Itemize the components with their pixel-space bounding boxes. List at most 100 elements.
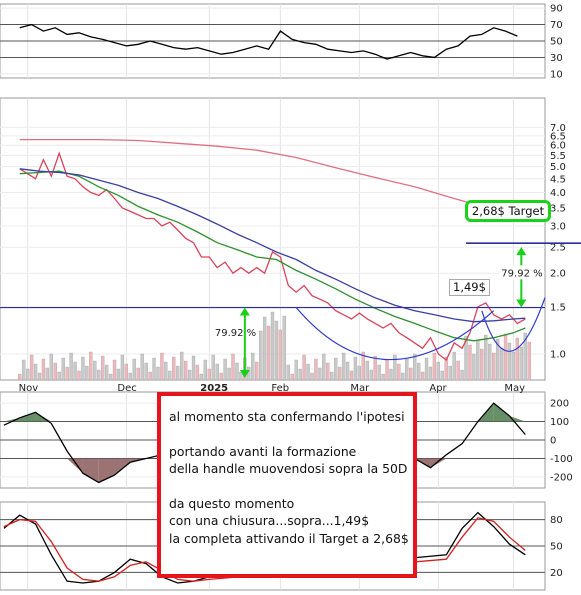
x-tick-label: Feb: [271, 383, 289, 394]
volume-bar: [231, 353, 235, 381]
y-tick-label: 3.0: [550, 222, 566, 233]
y-tick-label: 4.0: [550, 188, 566, 199]
y-tick-label: 1.5: [550, 302, 566, 313]
x-tick-label: Nov: [19, 383, 39, 394]
y-tick-label: -200: [550, 472, 573, 483]
volume-bar: [503, 333, 508, 381]
series-line-0-0: [19, 23, 518, 60]
volume-bar: [318, 367, 322, 381]
x-tick-label: Apr: [429, 383, 447, 394]
x-tick-label: May: [504, 383, 525, 394]
volume-bar: [22, 359, 26, 381]
volume-bar: [239, 371, 243, 381]
volume-bar: [448, 365, 452, 381]
volume-bar: [176, 365, 180, 381]
x-tick-label: Dec: [117, 383, 136, 394]
volume-bar: [81, 356, 85, 381]
volume-bar: [456, 360, 460, 381]
projection-arrow-head-down: [516, 299, 527, 308]
volume-bar: [416, 362, 421, 381]
volume-bar: [211, 354, 215, 381]
volume-bar: [480, 348, 484, 381]
volume-bar: [259, 330, 263, 381]
annotation-line-4: da questo momento: [169, 495, 295, 511]
y-tick-label: 80: [550, 515, 563, 526]
volume-bar: [219, 372, 223, 381]
volume-bar: [361, 351, 365, 381]
volume-bar: [195, 364, 200, 381]
volume-bar: [168, 370, 172, 381]
volume-bar: [492, 352, 496, 381]
percent-label-right: 79.92 %: [501, 268, 542, 279]
volume-bar: [432, 352, 437, 381]
volume-bar: [519, 346, 523, 381]
volume-bar: [381, 373, 385, 381]
series-line-3-0: [3, 511, 526, 584]
volume-bar: [527, 341, 531, 381]
volume-bar: [290, 373, 294, 381]
volume-bar: [369, 369, 373, 381]
volume-bar: [389, 368, 393, 381]
volume-bar: [199, 373, 204, 381]
volume-bars: [18, 311, 531, 381]
volume-bar: [235, 362, 239, 381]
y-tick-label: 7.0: [550, 123, 566, 134]
y-tick-label: 10: [550, 69, 563, 80]
volume-bar: [266, 325, 271, 381]
volume-bar: [282, 315, 286, 381]
volume-bar: [322, 353, 326, 381]
volume-bar: [156, 366, 160, 381]
measure-arrow-head-up: [239, 307, 250, 316]
volume-bar: [223, 358, 227, 381]
volume-bar: [203, 359, 208, 381]
volume-bar: [262, 316, 267, 381]
y-tick-label: 200: [550, 399, 569, 410]
series-line-1-2: [19, 168, 526, 323]
y-tick-label: -100: [550, 454, 573, 465]
volume-bar: [172, 356, 176, 381]
annotation-line-2: portando avanti la formazione: [169, 443, 357, 459]
annotation-line-1: al momento sta confermando l'ipotesi: [169, 409, 405, 424]
volume-bar: [468, 344, 472, 381]
volume-bar: [112, 359, 117, 381]
y-tick-label: 2.5: [550, 243, 566, 254]
volume-bar: [89, 351, 93, 381]
volume-bar: [73, 361, 77, 381]
volume-bar: [349, 370, 354, 381]
overbought-fill: [19, 412, 36, 422]
annotation-line-6: la completa attivando il Target a 2,68$: [169, 530, 409, 546]
volume-bar: [278, 329, 283, 381]
volume-bar: [511, 351, 516, 381]
volume-bar: [53, 362, 57, 381]
volume-bar: [116, 368, 121, 381]
volume-bar: [61, 357, 65, 381]
y-tick-label: 30: [550, 53, 563, 64]
volume-bar: [227, 367, 231, 381]
volume-bar: [294, 359, 298, 381]
volume-bar: [128, 372, 132, 381]
x-tick-label: Mar: [350, 383, 370, 394]
volume-bar: [140, 353, 144, 381]
volume-bar: [57, 371, 61, 381]
oversold-fill: [430, 458, 447, 468]
volume-bar: [183, 360, 188, 381]
annotation-line-5: con una chiusura...sopra...1,49$: [169, 513, 370, 528]
y-tick-label: 3.5: [550, 204, 566, 215]
volume-bar: [65, 366, 69, 381]
annotation-paragraph-2: portando avanti la formazione della hand…: [169, 443, 407, 478]
series-line-1-1: [19, 170, 526, 342]
volume-bar: [69, 352, 73, 381]
volume-bar: [33, 363, 38, 381]
volume-bar: [251, 352, 255, 381]
volume-bar: [472, 353, 476, 381]
volume-bar: [85, 365, 89, 381]
volume-bar: [420, 371, 425, 381]
x-tick-label: 2025: [200, 383, 228, 394]
volume-bar: [152, 357, 156, 381]
volume-bar: [334, 357, 338, 381]
volume-bar: [41, 358, 46, 381]
volume-bar: [428, 366, 433, 381]
volume-bar: [424, 357, 429, 381]
y-tick-label: 20: [550, 568, 563, 579]
volume-bar: [180, 351, 184, 381]
